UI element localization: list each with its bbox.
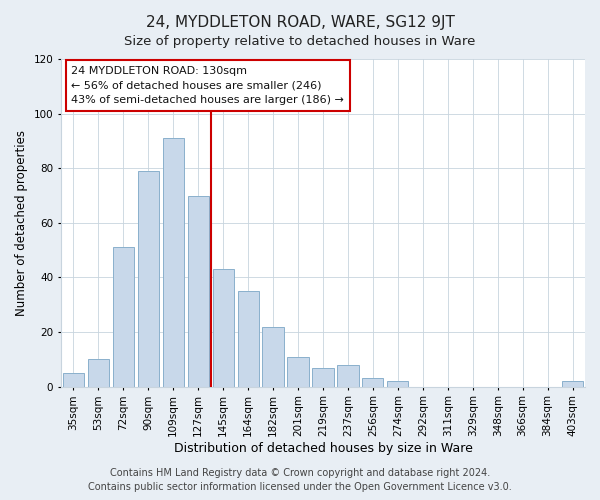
Bar bbox=[88, 360, 109, 386]
Bar bbox=[337, 365, 359, 386]
Bar bbox=[562, 381, 583, 386]
Bar bbox=[163, 138, 184, 386]
Bar bbox=[313, 368, 334, 386]
Text: Size of property relative to detached houses in Ware: Size of property relative to detached ho… bbox=[124, 35, 476, 48]
Text: Contains HM Land Registry data © Crown copyright and database right 2024.
Contai: Contains HM Land Registry data © Crown c… bbox=[88, 468, 512, 492]
Bar bbox=[137, 171, 159, 386]
Y-axis label: Number of detached properties: Number of detached properties bbox=[15, 130, 28, 316]
Bar bbox=[113, 248, 134, 386]
Bar bbox=[63, 373, 84, 386]
Bar bbox=[262, 326, 284, 386]
Bar bbox=[287, 356, 308, 386]
Text: 24 MYDDLETON ROAD: 130sqm
← 56% of detached houses are smaller (246)
43% of semi: 24 MYDDLETON ROAD: 130sqm ← 56% of detac… bbox=[71, 66, 344, 105]
Bar bbox=[362, 378, 383, 386]
Text: 24, MYDDLETON ROAD, WARE, SG12 9JT: 24, MYDDLETON ROAD, WARE, SG12 9JT bbox=[146, 15, 454, 30]
Bar bbox=[387, 381, 409, 386]
Bar bbox=[238, 291, 259, 386]
X-axis label: Distribution of detached houses by size in Ware: Distribution of detached houses by size … bbox=[173, 442, 472, 455]
Bar bbox=[188, 196, 209, 386]
Bar bbox=[212, 270, 234, 386]
